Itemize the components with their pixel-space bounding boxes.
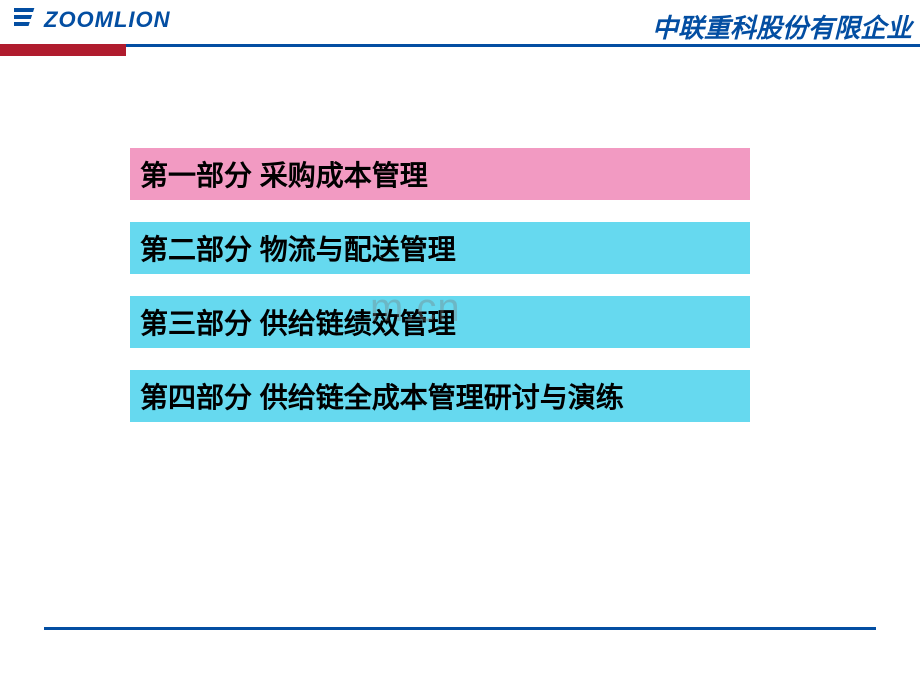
section-item-1: 第一部分 采购成本管理 — [130, 148, 750, 200]
sections-list: 第一部分 采购成本管理 第二部分 物流与配送管理 第三部分 供给链绩效管理 第四… — [130, 148, 790, 444]
zoomlion-mark-icon — [14, 6, 40, 33]
footer-divider-line — [44, 627, 876, 630]
section-item-2: 第二部分 物流与配送管理 — [130, 222, 750, 274]
header-divider-line — [0, 44, 920, 47]
brand-logo: ZOOMLION — [14, 6, 171, 33]
company-title: 中联重科股份有限企业 — [652, 6, 912, 45]
section-item-3: 第三部分 供给链绩效管理 — [130, 296, 750, 348]
brand-logo-text: ZOOMLION — [44, 7, 171, 33]
slide-header: ZOOMLION 中联重科股份有限企业 — [0, 0, 920, 48]
header-accent-bar — [0, 44, 126, 56]
section-item-4: 第四部分 供给链全成本管理研讨与演练 — [130, 370, 750, 422]
